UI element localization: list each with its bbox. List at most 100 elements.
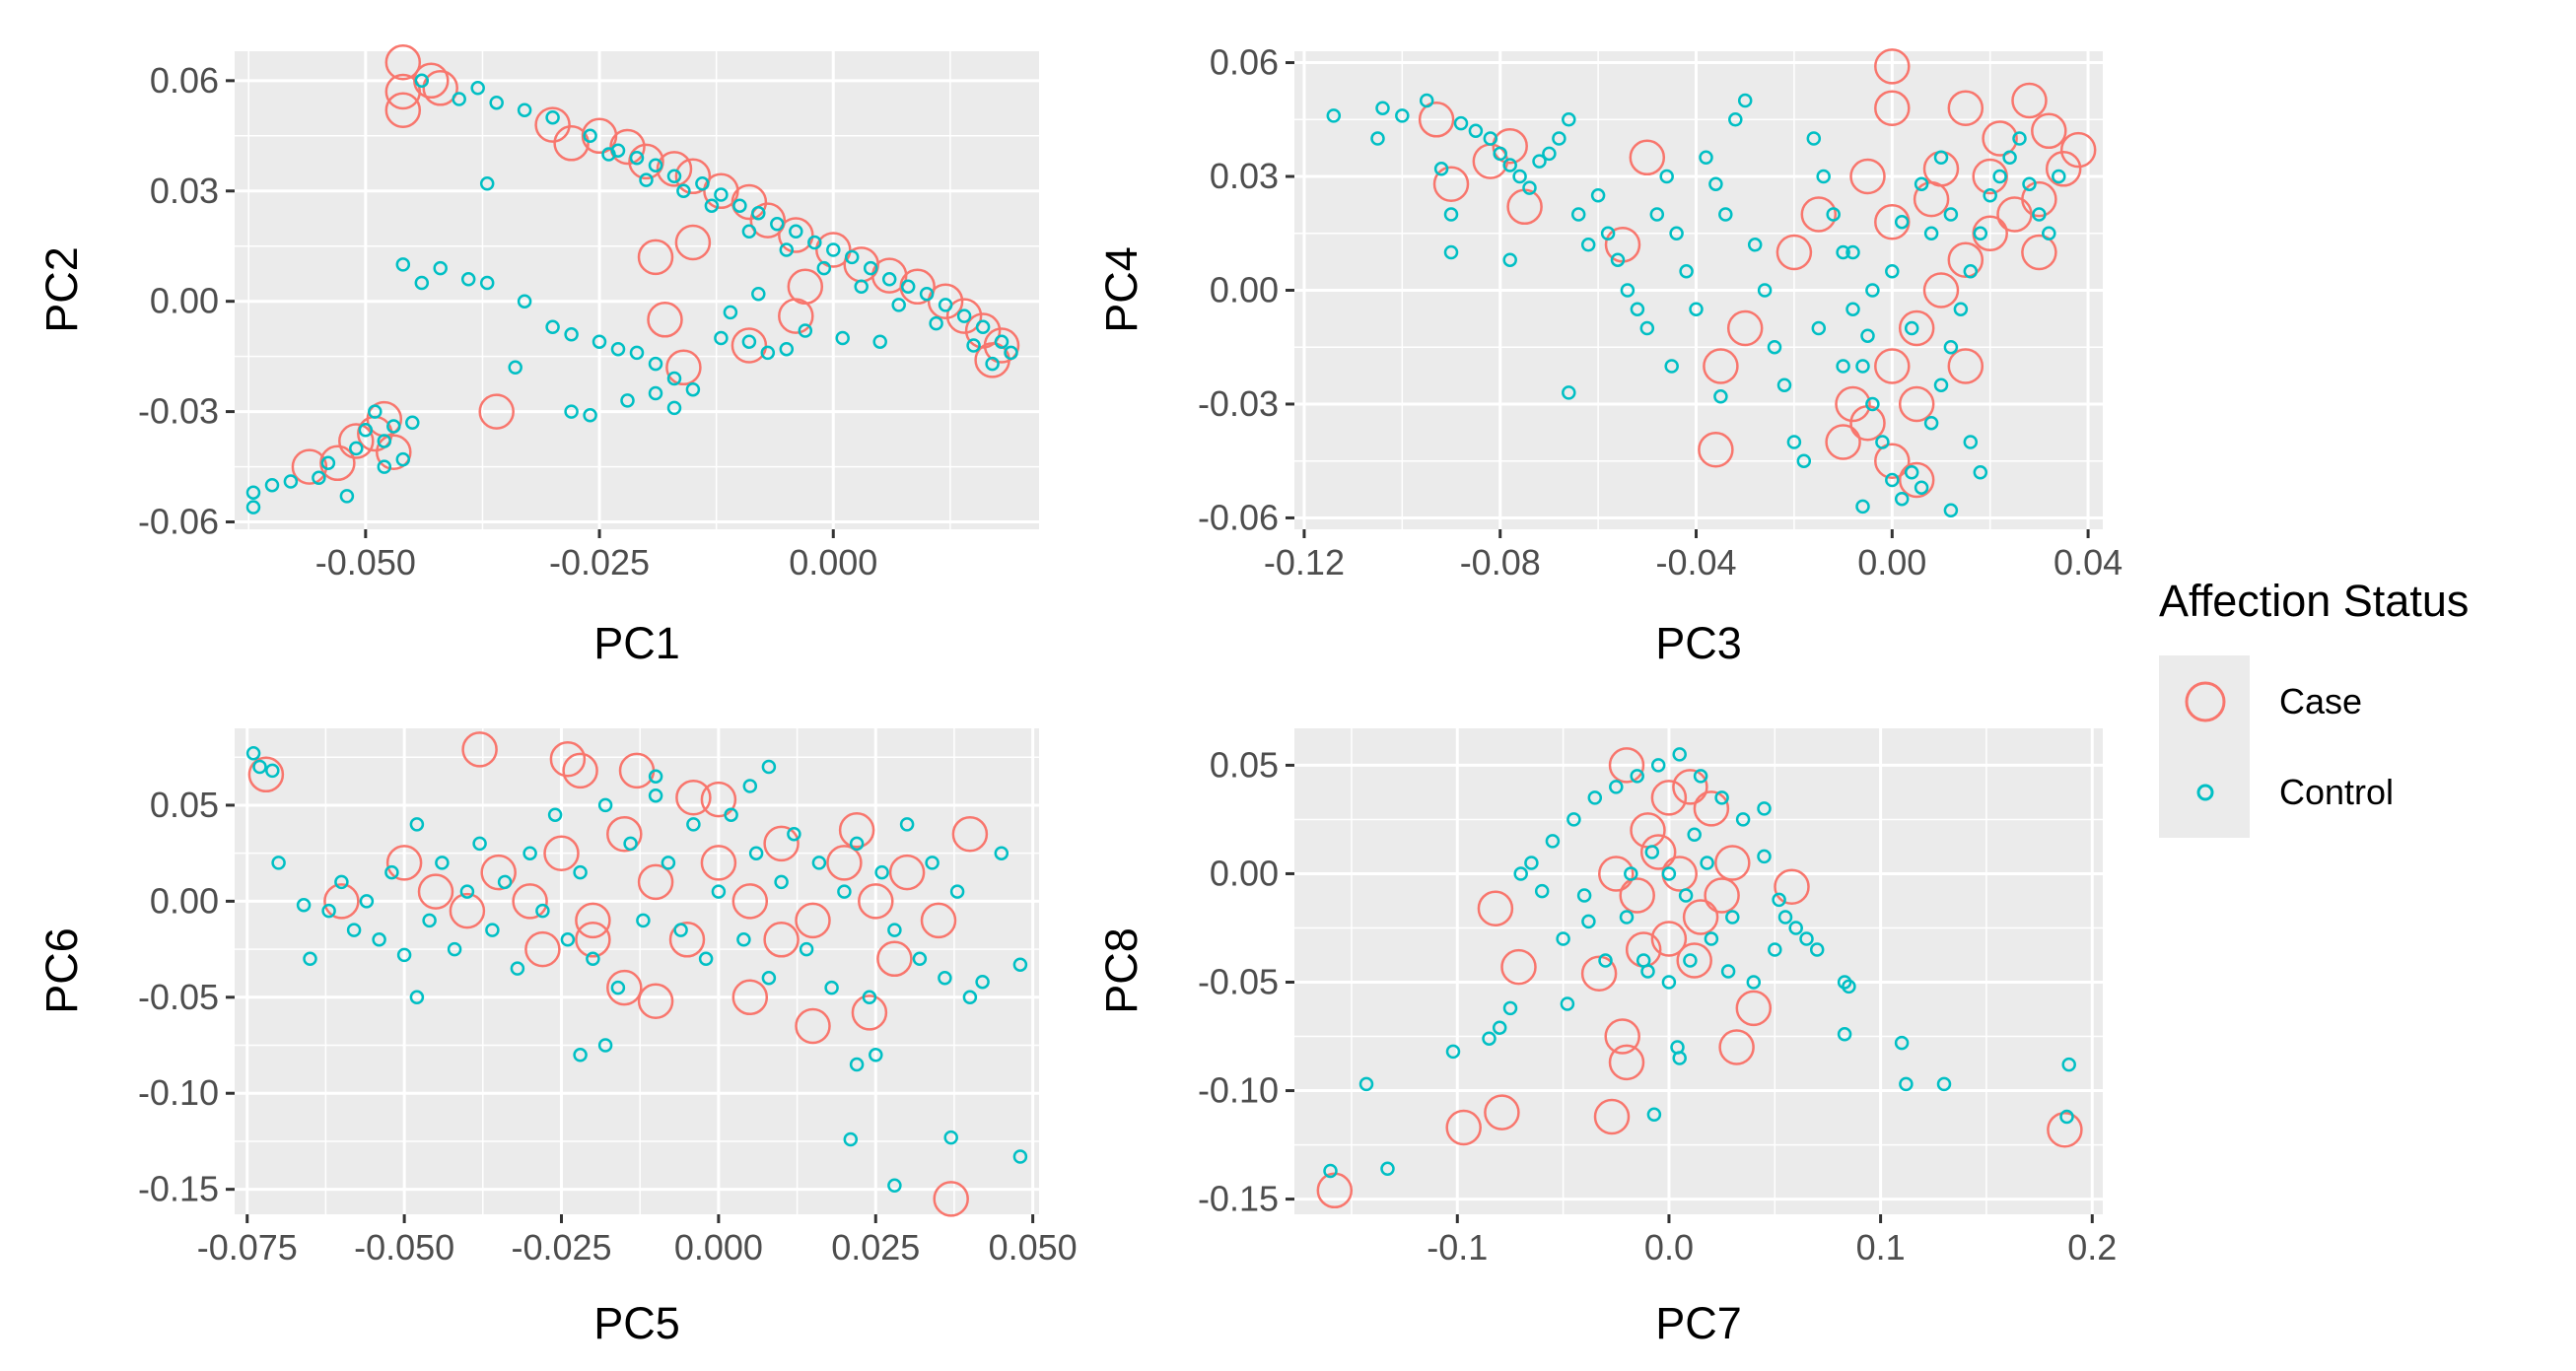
control-point bbox=[854, 279, 869, 295]
control-point bbox=[742, 779, 758, 793]
control-point bbox=[887, 1178, 902, 1194]
case-point bbox=[1693, 790, 1730, 827]
control-point bbox=[1894, 491, 1910, 507]
control-point bbox=[1914, 176, 1929, 191]
control-point bbox=[497, 874, 513, 890]
case-point bbox=[1947, 90, 1984, 126]
case-point bbox=[675, 779, 712, 816]
case-point bbox=[247, 756, 285, 793]
case-point bbox=[1947, 241, 1984, 278]
case-point bbox=[549, 740, 587, 778]
control-point bbox=[358, 423, 374, 438]
control-point bbox=[779, 242, 795, 257]
case-point bbox=[1835, 385, 1871, 423]
control-point bbox=[1953, 302, 1969, 316]
control-point bbox=[1679, 264, 1694, 279]
control-point bbox=[789, 224, 803, 240]
control-point bbox=[1323, 1163, 1338, 1179]
control-point bbox=[1845, 244, 1860, 260]
case-point bbox=[534, 106, 571, 143]
control-point bbox=[1713, 389, 1728, 404]
control-point bbox=[372, 932, 386, 947]
case-point bbox=[665, 349, 702, 386]
control-point bbox=[1468, 123, 1484, 139]
control-point bbox=[698, 951, 714, 967]
control-point bbox=[560, 932, 576, 947]
control-point bbox=[1419, 93, 1434, 108]
case-point bbox=[1726, 309, 1764, 347]
case-point bbox=[1672, 769, 1708, 805]
control-point bbox=[386, 419, 401, 434]
control-point bbox=[711, 884, 727, 899]
control-point bbox=[377, 459, 392, 474]
control-point bbox=[1580, 238, 1596, 252]
y-tick-label: 0.06 bbox=[150, 60, 219, 101]
legend-title: Affection Status bbox=[2159, 576, 2469, 626]
y-tick-label: 0.05 bbox=[1210, 744, 1279, 785]
control-point bbox=[994, 334, 1010, 349]
control-point bbox=[938, 298, 953, 312]
control-point bbox=[837, 884, 852, 899]
control-point bbox=[586, 951, 600, 967]
control-point bbox=[648, 769, 663, 784]
case-point bbox=[1913, 180, 1950, 218]
control-point bbox=[489, 95, 504, 110]
control-point bbox=[1943, 503, 1959, 518]
control-point bbox=[1725, 910, 1740, 925]
control-point bbox=[1443, 207, 1459, 222]
control-point bbox=[741, 224, 757, 240]
control-point bbox=[623, 836, 638, 852]
control-point bbox=[1855, 499, 1870, 514]
x-axis-title: PC3 bbox=[1655, 618, 1742, 668]
control-point bbox=[1728, 112, 1743, 127]
x-axis-title: PC1 bbox=[593, 618, 680, 668]
case-point bbox=[1477, 890, 1514, 926]
control-point bbox=[1693, 769, 1708, 784]
control-point bbox=[433, 260, 448, 276]
case-point bbox=[449, 892, 486, 929]
case-point bbox=[562, 752, 598, 789]
control-point bbox=[545, 109, 560, 125]
control-point bbox=[1375, 101, 1390, 115]
case-point bbox=[319, 445, 356, 482]
control-point bbox=[1836, 359, 1850, 374]
control-point bbox=[1395, 108, 1410, 123]
control-point bbox=[1012, 957, 1028, 972]
control-point bbox=[271, 856, 286, 870]
control-point bbox=[1661, 866, 1677, 881]
control-point bbox=[1649, 207, 1665, 222]
legend-label-case: Case bbox=[2279, 681, 2362, 721]
x-tick-label: 0.2 bbox=[2067, 1227, 2117, 1268]
control-point bbox=[452, 92, 466, 106]
control-point bbox=[346, 923, 362, 937]
x-tick-label: 0.0 bbox=[1644, 1227, 1694, 1268]
case-point bbox=[1619, 877, 1655, 914]
control-point bbox=[648, 385, 663, 401]
case-point bbox=[480, 854, 517, 891]
control-point bbox=[666, 400, 682, 416]
control-point bbox=[869, 1048, 883, 1063]
case-point bbox=[417, 873, 454, 910]
control-point bbox=[1619, 910, 1635, 925]
control-point bbox=[799, 941, 814, 957]
control-point bbox=[303, 951, 317, 967]
control-point bbox=[470, 81, 485, 96]
control-point bbox=[1836, 244, 1850, 260]
case-point bbox=[2021, 234, 2057, 271]
case-point bbox=[1580, 955, 1618, 992]
control-point bbox=[966, 338, 981, 353]
x-axis-title: PC5 bbox=[593, 1298, 680, 1348]
control-point bbox=[312, 470, 326, 486]
control-point bbox=[724, 807, 738, 822]
case-point bbox=[763, 825, 800, 862]
control-point bbox=[1894, 1035, 1910, 1051]
control-point bbox=[2012, 131, 2027, 146]
control-point bbox=[1512, 169, 1527, 184]
control-point bbox=[770, 217, 785, 232]
control-point bbox=[1855, 359, 1870, 374]
case-point bbox=[656, 151, 693, 187]
control-point bbox=[714, 187, 729, 202]
control-point bbox=[296, 898, 312, 913]
control-point bbox=[887, 923, 902, 937]
control-point bbox=[994, 846, 1010, 860]
